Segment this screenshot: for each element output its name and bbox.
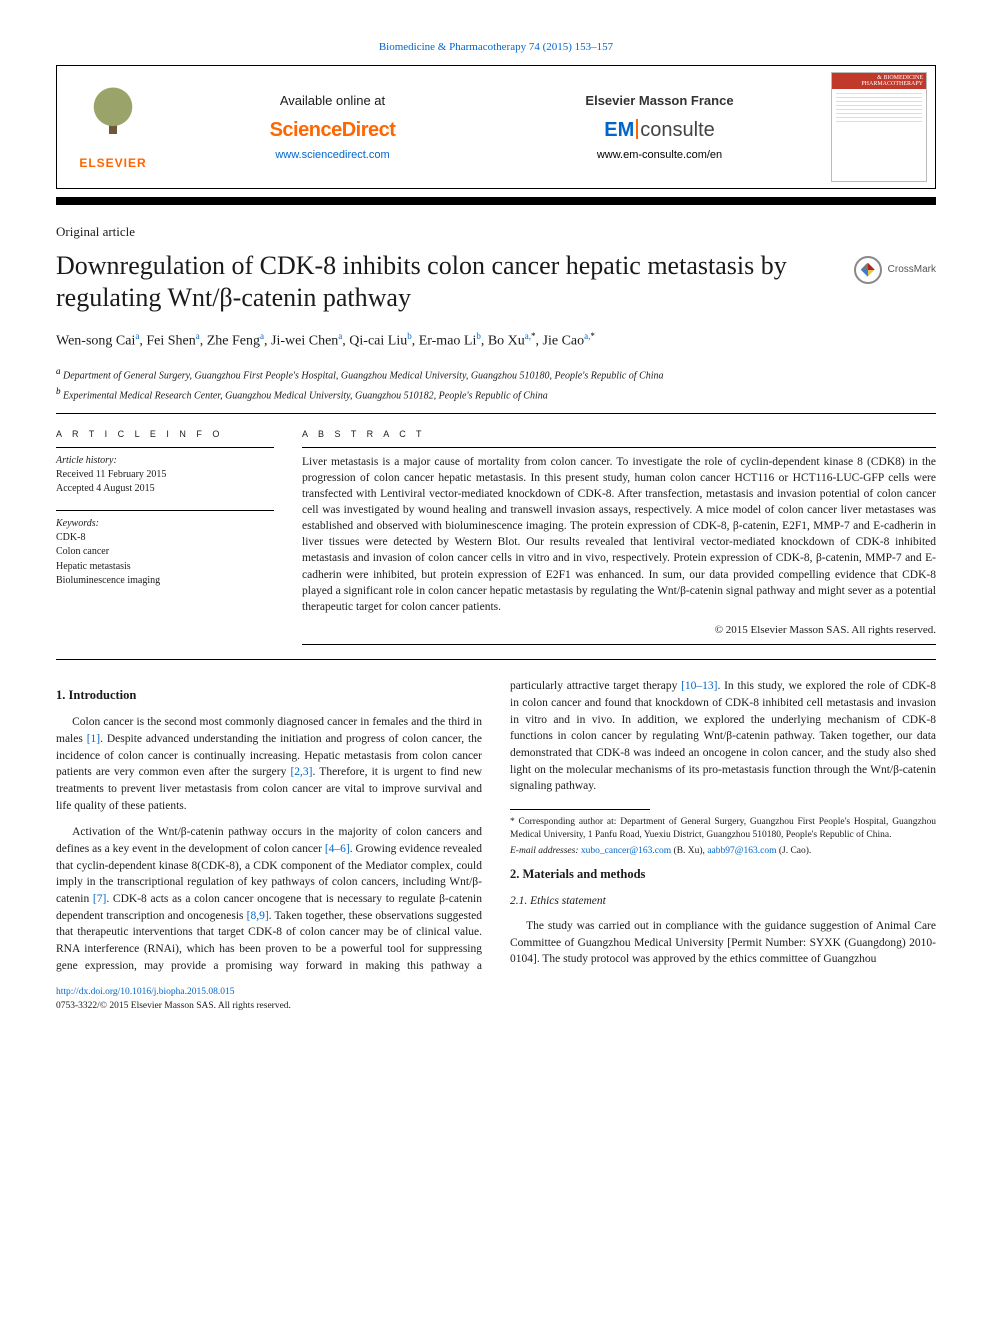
divider <box>56 659 936 660</box>
affiliation-b: Experimental Medical Research Center, Gu… <box>63 390 548 401</box>
article-title: Downregulation of CDK-8 inhibits colon c… <box>56 250 838 315</box>
article-info-heading: A R T I C L E I N F O <box>56 428 274 441</box>
elsevier-logo: ELSEVIER <box>57 66 169 188</box>
abstract-copyright: © 2015 Elsevier Masson SAS. All rights r… <box>302 623 936 638</box>
sciencedirect-link[interactable]: www.sciencedirect.com <box>275 148 389 163</box>
received-date: Received 11 February 2015 <box>56 468 274 482</box>
affiliation-a: Department of General Surgery, Guangzhou… <box>63 370 664 381</box>
keyword: Hepatic metastasis <box>56 560 274 575</box>
citation-link[interactable]: [2,3] <box>290 766 312 778</box>
journal-header: ELSEVIER Available online at ScienceDire… <box>56 65 936 189</box>
divider <box>302 447 936 448</box>
footnote-separator <box>510 809 650 810</box>
ethics-paragraph: The study was carried out in compliance … <box>510 918 936 968</box>
citation-link[interactable]: [7] <box>93 893 106 905</box>
citation-link[interactable]: [10–13] <box>681 680 717 692</box>
citation-link[interactable]: [1] <box>87 733 100 745</box>
journal-citation[interactable]: Biomedicine & Pharmacotherapy 74 (2015) … <box>56 40 936 55</box>
article-type: Original article <box>56 223 936 241</box>
sciencedirect-logo: ScienceDirect <box>270 116 396 144</box>
keyword: CDK-8 <box>56 531 274 546</box>
header-underline <box>56 197 936 205</box>
keywords-label: Keywords: <box>56 517 274 531</box>
em-consulte-block: Elsevier Masson France EMconsulte www.em… <box>496 66 823 188</box>
accepted-date: Accepted 4 August 2015 <box>56 482 274 496</box>
section-heading-methods: 2. Materials and methods <box>510 865 936 883</box>
citation-link[interactable]: [4–6] <box>325 843 350 855</box>
section-heading-intro: 1. Introduction <box>56 686 482 704</box>
em-consulte-logo: EMconsulte <box>604 116 715 144</box>
history-label: Article history: <box>56 454 274 468</box>
abstract-text: Liver metastasis is a major cause of mor… <box>302 454 936 615</box>
keyword: Bioluminescence imaging <box>56 574 274 589</box>
available-online-label: Available online at <box>280 92 385 110</box>
em-consulte-link[interactable]: www.em-consulte.com/en <box>597 148 722 163</box>
keywords-list: CDK-8 Colon cancer Hepatic metastasis Bi… <box>56 531 274 589</box>
keyword: Colon cancer <box>56 545 274 560</box>
divider <box>56 447 274 448</box>
email-line: E-mail addresses: xubo_cancer@163.com (B… <box>510 845 936 858</box>
issn-copyright: 0753-3322/© 2015 Elsevier Masson SAS. Al… <box>56 1001 291 1011</box>
divider <box>302 644 936 645</box>
journal-cover-cell: & BIOMEDICINE PHARMACOTHERAPY <box>823 66 935 188</box>
affiliations: a Department of General Surgery, Guangzh… <box>56 365 936 404</box>
footnotes: * Corresponding author at: Department of… <box>510 816 936 857</box>
email-link[interactable]: xubo_cancer@163.com <box>581 846 671 856</box>
article-info-sidebar: A R T I C L E I N F O Article history: R… <box>56 428 274 651</box>
divider <box>56 510 274 511</box>
subsection-heading-ethics: 2.1. Ethics statement <box>510 893 936 910</box>
doi-link[interactable]: http://dx.doi.org/10.1016/j.biopha.2015.… <box>56 987 234 997</box>
author-list: Wen-song Caia, Fei Shena, Zhe Fenga, Ji-… <box>56 329 936 353</box>
divider-icon <box>636 119 638 139</box>
elsevier-tree-icon <box>79 83 147 151</box>
divider <box>56 413 936 414</box>
email-link[interactable]: aabb97@163.com <box>707 846 776 856</box>
masson-label: Elsevier Masson France <box>585 92 733 110</box>
elsevier-wordmark: ELSEVIER <box>79 155 146 172</box>
article-body: 1. Introduction Colon cancer is the seco… <box>56 678 936 976</box>
sciencedirect-block: Available online at ScienceDirect www.sc… <box>169 66 496 188</box>
intro-paragraph-1: Colon cancer is the second most commonly… <box>56 714 482 814</box>
citation-link[interactable]: [8,9] <box>247 910 269 922</box>
crossmark-badge[interactable]: CrossMark <box>854 256 936 284</box>
page-footer: http://dx.doi.org/10.1016/j.biopha.2015.… <box>56 986 936 1013</box>
journal-cover-thumb: & BIOMEDICINE PHARMACOTHERAPY <box>831 72 927 182</box>
abstract-heading: A B S T R A C T <box>302 428 936 441</box>
abstract-block: A B S T R A C T Liver metastasis is a ma… <box>302 428 936 651</box>
crossmark-label: CrossMark <box>888 263 936 277</box>
crossmark-icon <box>854 256 882 284</box>
corresponding-author-note: * Corresponding author at: Department of… <box>510 816 936 842</box>
cover-band: & BIOMEDICINE PHARMACOTHERAPY <box>832 73 926 89</box>
